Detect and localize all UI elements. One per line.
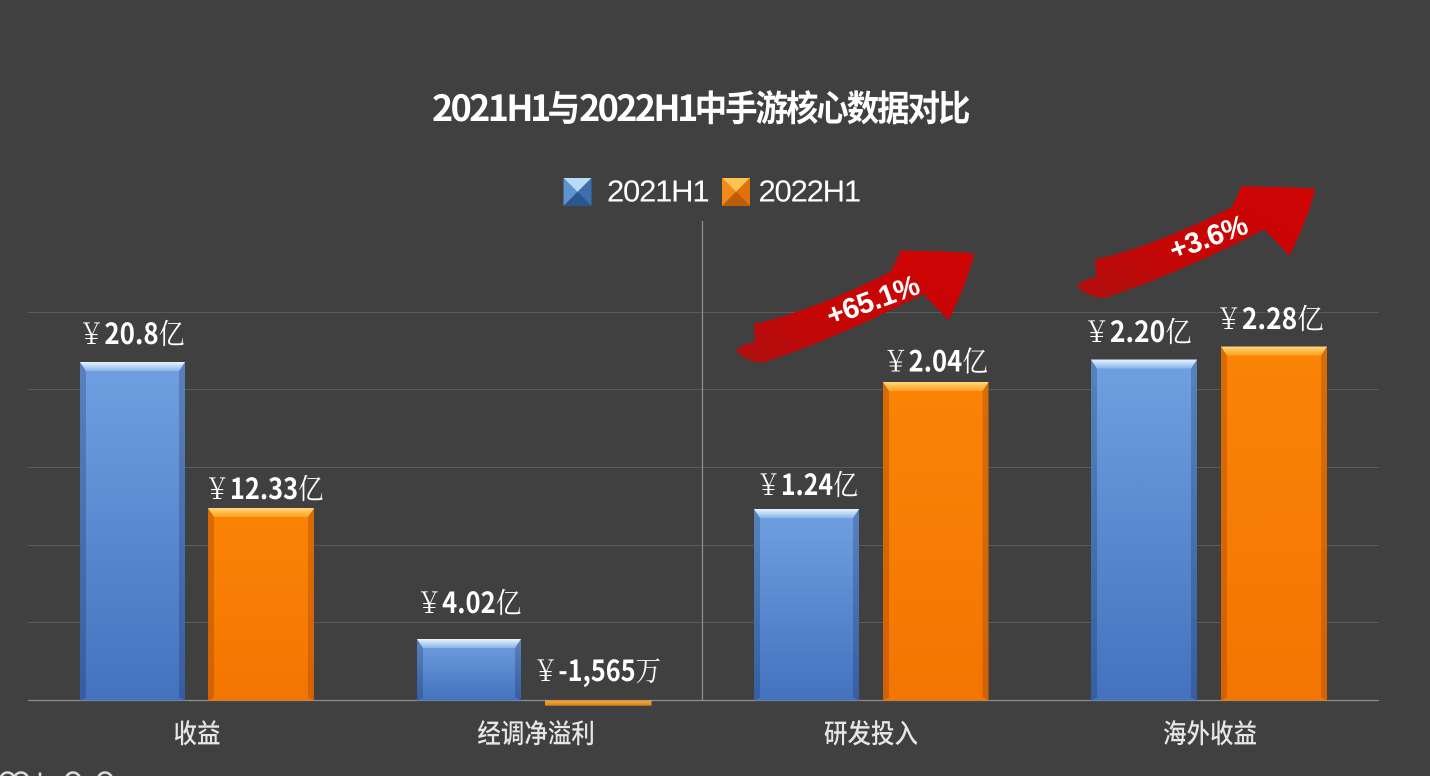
svg-text:2021H1: 2021H1 bbox=[607, 174, 708, 209]
svg-text:2022H1: 2022H1 bbox=[759, 174, 860, 209]
